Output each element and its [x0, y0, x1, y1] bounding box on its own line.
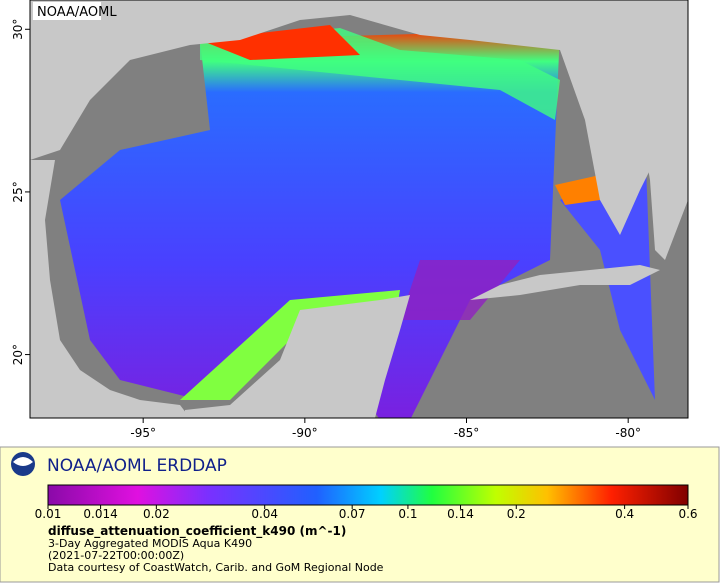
colorbar-tick-label: 0.07	[339, 507, 366, 521]
coastal-band	[555, 175, 600, 205]
colorbar-tick-label: 0.6	[678, 507, 697, 521]
x-tick-label: -90°	[292, 426, 318, 440]
data-patch	[400, 260, 520, 320]
colorbar-tick-label: 0.2	[507, 507, 526, 521]
map	[30, 0, 688, 418]
map-label: NOAA/AOML	[37, 5, 117, 20]
land-cuba	[470, 265, 660, 300]
land-mexico	[30, 160, 190, 418]
colorbar-tick-label: 0.01	[35, 507, 62, 521]
colorbar-tick-label: 0.1	[398, 507, 417, 521]
coastal-band	[200, 25, 360, 60]
map-frame	[29, 0, 689, 419]
logo-gull	[13, 457, 33, 466]
legend-panel	[0, 446, 720, 583]
colorbar-tick-label: 0.02	[143, 507, 170, 521]
x-tick-label: -80°	[615, 426, 641, 440]
data-swath	[60, 30, 560, 418]
map-label-box	[33, 2, 101, 20]
colorbar	[47, 484, 689, 506]
x-tick-label: -95°	[130, 426, 156, 440]
y-tick-label: 30°	[11, 19, 25, 40]
colorbar-tick-label: 0.014	[83, 507, 117, 521]
y-tick-label: 20°	[11, 344, 25, 365]
colorbar-tick-label: 0.04	[251, 507, 278, 521]
legend-line: (2021-07-22T00:00:00Z)	[48, 549, 184, 562]
legend-line: 3-Day Aggregated MODIS Aqua K490	[48, 537, 252, 550]
x-tick-label: -85°	[454, 426, 480, 440]
land-yucatan	[185, 295, 410, 418]
land-florida-east	[600, 0, 688, 260]
colorbar-tick-label: 0.14	[447, 507, 474, 521]
legend-line: Data courtesy of CoastWatch, Carib. and …	[48, 561, 384, 574]
variable-name: diffuse_attenuation_coefficient_k490 (m^…	[48, 524, 346, 539]
legend-title: NOAA/AOML ERDDAP	[47, 456, 227, 476]
y-tick-label: 25°	[11, 181, 25, 202]
colorbar-tick-label: 0.4	[615, 507, 634, 521]
